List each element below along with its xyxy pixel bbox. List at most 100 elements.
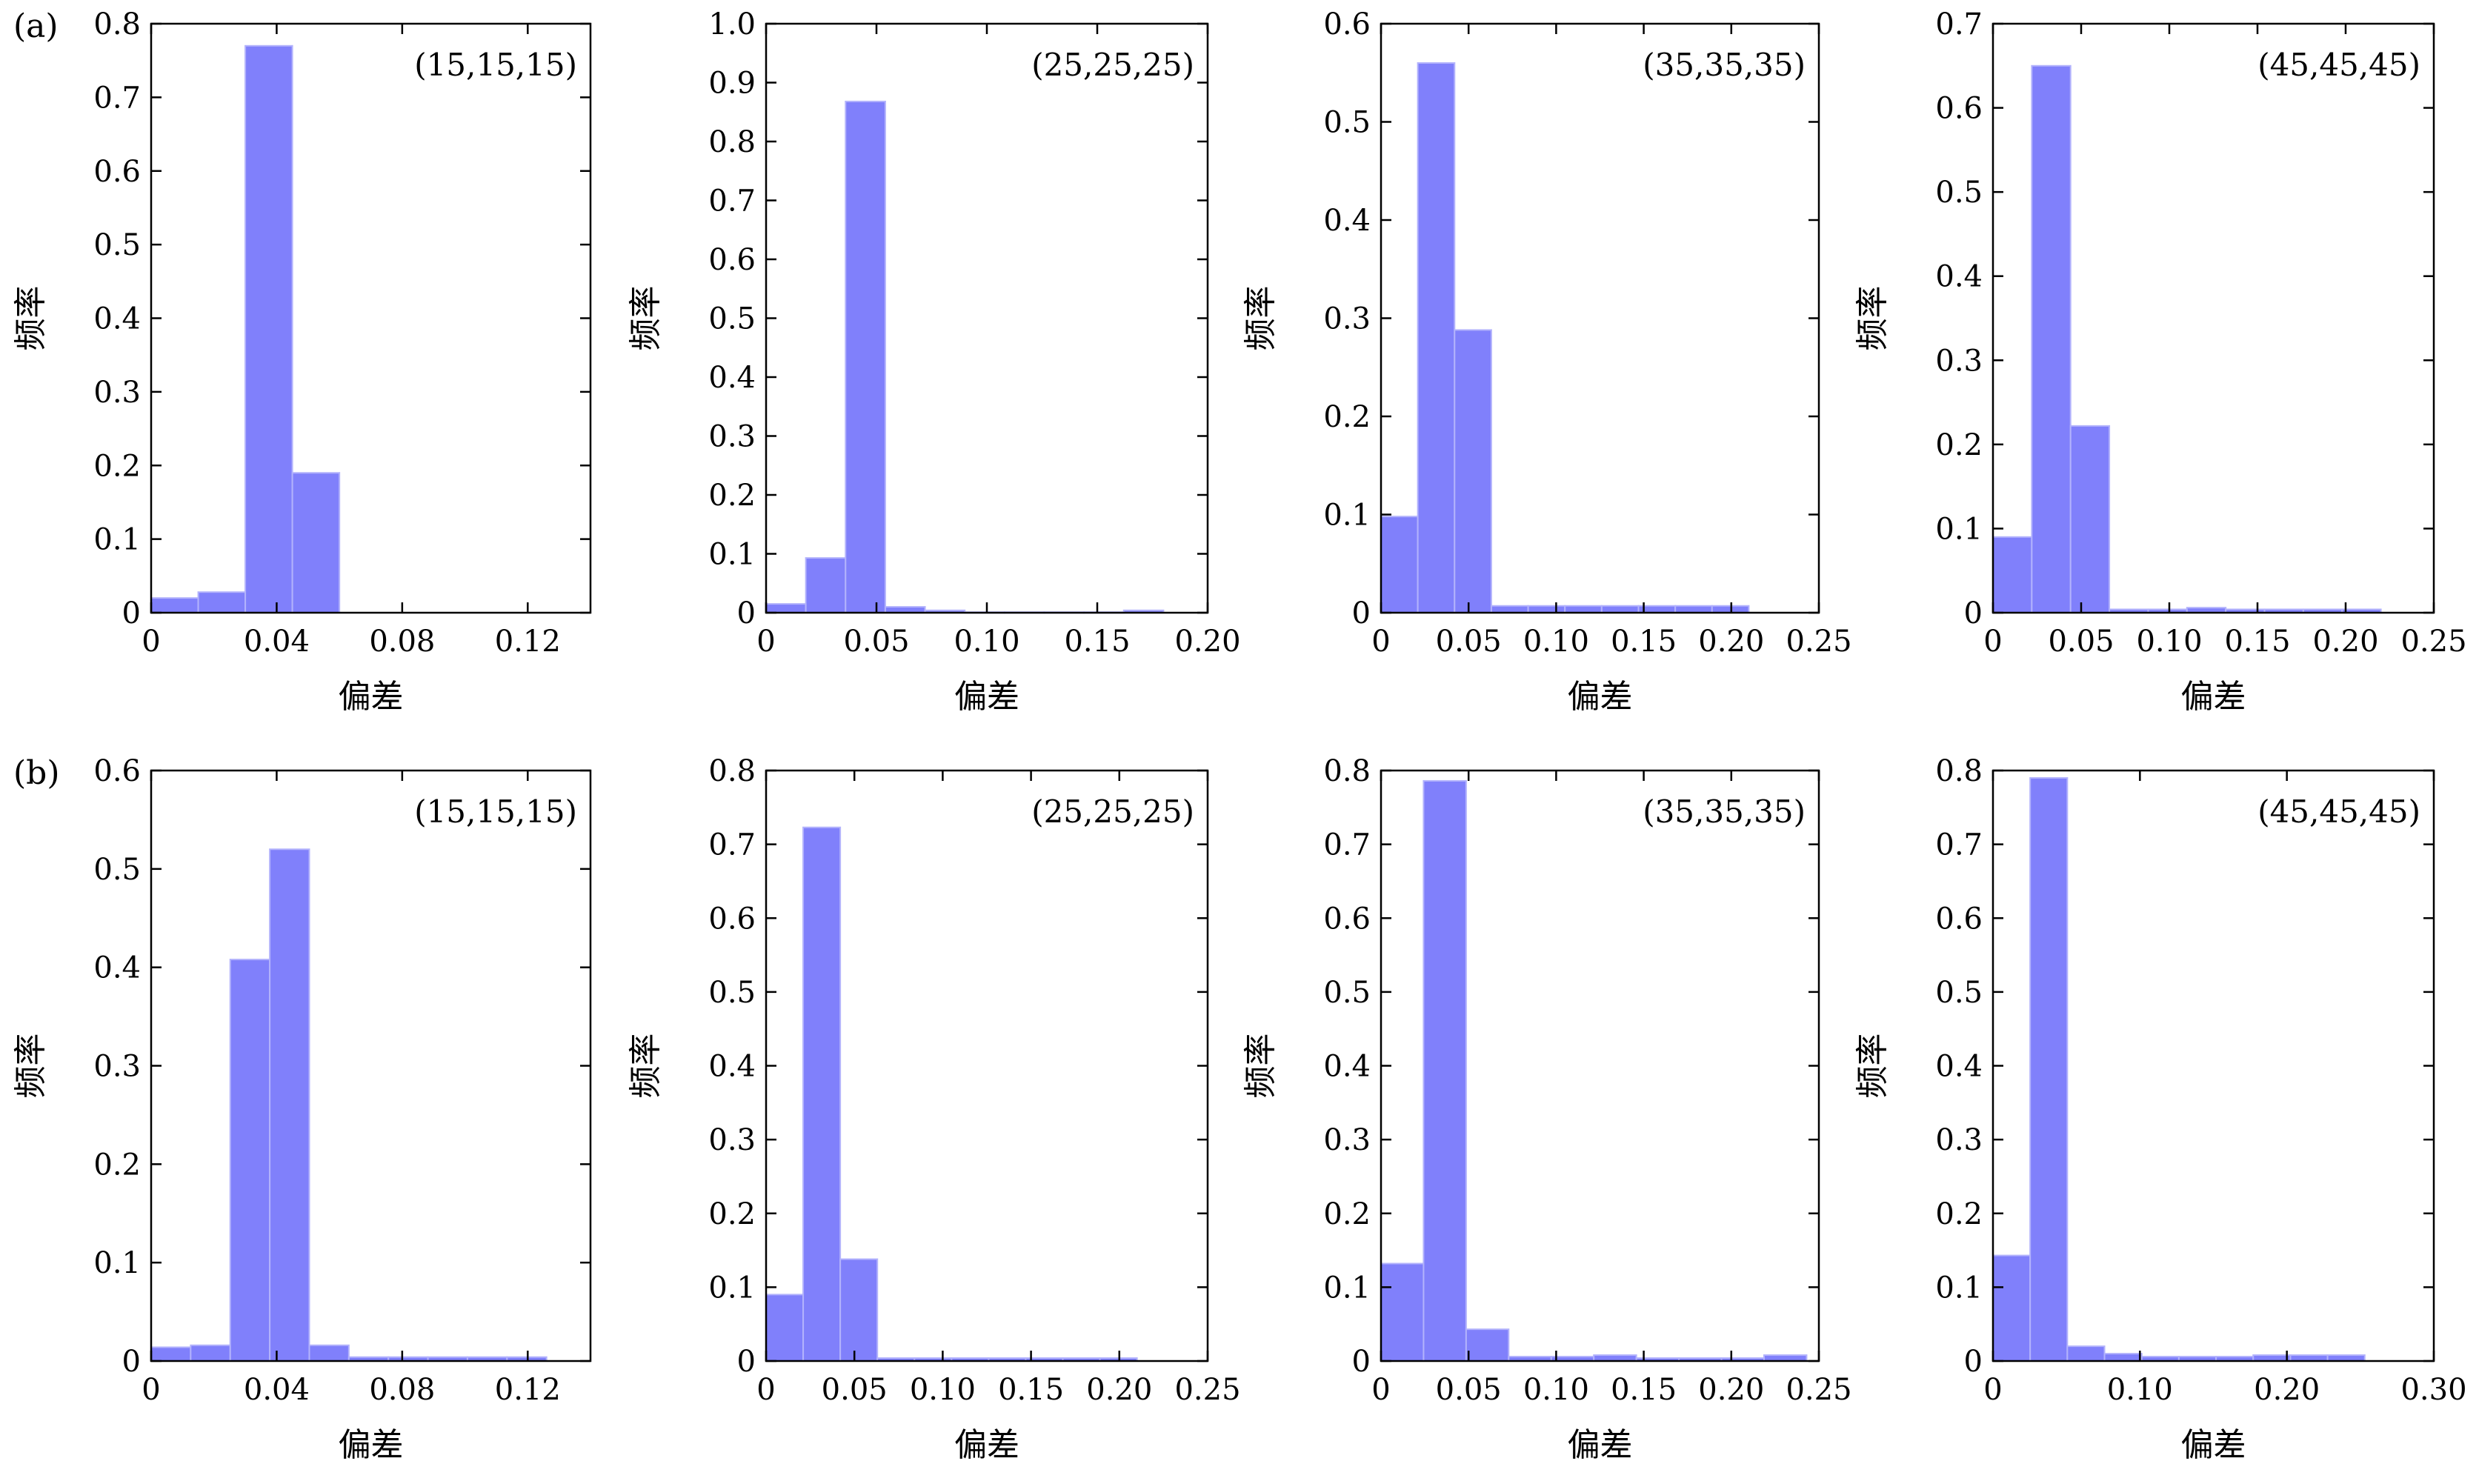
y-tick-label: 0 — [737, 596, 756, 630]
y-tick-label: 0.5 — [93, 228, 141, 262]
y-tick-label: 0.4 — [1935, 1050, 1983, 1084]
y-tick-label: 0.3 — [1935, 1123, 1983, 1157]
y-tick-label: 0.5 — [708, 302, 756, 336]
histogram-bar — [2103, 1353, 2143, 1362]
y-tick-label: 0.6 — [93, 754, 141, 788]
y-axis-label: 频率 — [627, 1034, 665, 1099]
x-tick-label: 0.25 — [1786, 1373, 1851, 1407]
y-tick-label: 0.1 — [708, 1271, 756, 1305]
y-tick-label: 0.1 — [93, 523, 141, 557]
y-tick-label: 0.7 — [1935, 7, 1983, 41]
x-tick-label: 0.05 — [822, 1373, 888, 1407]
x-axis-label: 偏差 — [954, 678, 1019, 716]
histogram-bar — [1465, 1328, 1510, 1362]
histogram-bar — [229, 959, 271, 1362]
x-tick-label: 0.12 — [495, 1373, 561, 1407]
x-tick-label: 0 — [1371, 1373, 1390, 1407]
y-tick-label: 0.4 — [93, 951, 141, 985]
x-axis-label: 偏差 — [1568, 1426, 1633, 1464]
row-label-a: (a) — [13, 7, 59, 45]
y-tick-label: 0.2 — [708, 479, 756, 513]
panel-title: (35,35,35) — [1643, 793, 1806, 830]
panel-title: (45,45,45) — [2257, 47, 2420, 83]
x-tick-label: 0.10 — [910, 1373, 976, 1407]
y-tick-label: 0 — [122, 596, 141, 630]
y-tick-label: 0.8 — [93, 7, 141, 41]
y-axis-label: 频率 — [1854, 286, 1891, 351]
panel-title: (15,15,15) — [414, 793, 577, 830]
x-axis-label: 偏差 — [339, 1426, 404, 1464]
y-axis-label: 频率 — [627, 286, 665, 351]
histogram-panel-2: 0 0.1 0.2 0.3 0.4 0.5 0.6 0 0.05 0.10 0.15 0.20 0.25… — [1242, 7, 1852, 716]
y-tick-label: 0.1 — [1935, 512, 1983, 546]
y-tick-label: 0.9 — [708, 67, 756, 101]
y-tick-label: 0.3 — [708, 420, 756, 454]
x-axis-label: 偏差 — [2181, 1426, 2246, 1464]
plot-frame — [150, 769, 592, 1362]
x-axis-label: 偏差 — [1568, 678, 1633, 716]
y-tick-label: 0.7 — [1935, 828, 1983, 862]
x-tick-label: 0.10 — [2107, 1373, 2173, 1407]
y-tick-label: 0 — [1352, 596, 1371, 630]
y-tick-label: 0.1 — [1323, 499, 1371, 533]
panel-title: (45,45,45) — [2257, 793, 2420, 830]
y-axis-label: 频率 — [1242, 286, 1280, 351]
histogram-panel-1: 0 0.1 0.2 0.3 0.4 0.5 0.6 0.7 0.8 0.9 1.0 0 0.05 0.10… — [627, 7, 1241, 716]
y-tick-label: 0.1 — [1935, 1271, 1983, 1305]
y-tick-label: 0.5 — [1323, 976, 1371, 1010]
x-tick-label: 0.05 — [843, 625, 909, 659]
histogram-bar — [2029, 776, 2069, 1362]
x-tick-label: 0.30 — [2400, 1373, 2466, 1407]
y-tick-label: 0 — [1352, 1345, 1371, 1379]
panel-title: (25,25,25) — [1031, 47, 1194, 83]
histogram-bar — [765, 603, 807, 614]
x-tick-label: 0 — [1983, 625, 2002, 659]
y-tick-label: 0.8 — [708, 125, 756, 159]
x-tick-label: 0.15 — [1064, 625, 1130, 659]
x-tick-label: 0 — [142, 1373, 160, 1407]
plot-frame — [765, 22, 1209, 614]
y-tick-label: 0.2 — [93, 1148, 141, 1182]
histogram-bar — [308, 1344, 350, 1362]
histogram-bar — [805, 557, 847, 613]
x-tick-label: 0.15 — [1611, 625, 1677, 659]
panel-title: (25,25,25) — [1031, 793, 1194, 830]
histogram-panel-0: 0 0.1 0.2 0.3 0.4 0.5 0.6 0.7 0.8 0 0.04 0.08 0.12 偏差… — [12, 7, 592, 716]
histogram-bar — [150, 597, 199, 613]
histogram-panel-5: 0 0.1 0.2 0.3 0.4 0.5 0.6 0.7 0.8 0 0.05 0.10 0.15 0.… — [627, 754, 1241, 1464]
y-tick-label: 0.3 — [708, 1123, 756, 1157]
x-tick-label: 0.10 — [2136, 625, 2202, 659]
x-tick-label: 0.25 — [1174, 1373, 1240, 1407]
plot-frame — [1991, 22, 2435, 614]
histogram-bar — [765, 1294, 805, 1362]
y-tick-label: 0.6 — [708, 243, 756, 277]
x-tick-label: 0.08 — [369, 625, 435, 659]
x-axis-label: 偏差 — [2181, 678, 2246, 716]
y-tick-label: 0.6 — [1935, 92, 1983, 126]
y-tick-label: 0.6 — [93, 155, 141, 189]
x-tick-label: 0.10 — [1523, 1373, 1589, 1407]
y-tick-label: 0.5 — [1935, 976, 1983, 1010]
y-tick-label: 0 — [1964, 596, 1983, 630]
histogram-panel-4: 0 0.1 0.2 0.3 0.4 0.5 0.6 0 0.04 0.08 0.12 偏差 频率 (15,… — [12, 754, 592, 1464]
x-tick-label: 0.15 — [2224, 625, 2290, 659]
x-tick-label: 0.15 — [998, 1373, 1064, 1407]
y-tick-label: 0.2 — [1323, 400, 1371, 434]
y-tick-label: 0.4 — [93, 302, 141, 336]
y-tick-label: 0 — [122, 1345, 141, 1379]
x-axis-label: 偏差 — [954, 1426, 1019, 1464]
y-axis-label: 频率 — [12, 286, 50, 351]
histogram-bar — [1992, 536, 2033, 613]
y-tick-label: 0.2 — [1935, 428, 1983, 462]
histogram-bar — [839, 1258, 879, 1362]
y-tick-label: 0.4 — [1935, 260, 1983, 294]
histogram-bar — [2066, 1345, 2106, 1362]
histogram-bar — [1380, 1262, 1425, 1362]
x-tick-label: 0.10 — [954, 625, 1019, 659]
y-tick-label: 0.7 — [708, 828, 756, 862]
y-axis-label: 频率 — [1242, 1034, 1280, 1099]
x-tick-label: 0.05 — [1436, 1373, 1502, 1407]
y-tick-label: 0.2 — [1935, 1197, 1983, 1231]
y-tick-label: 0.2 — [93, 449, 141, 483]
y-tick-label: 0.5 — [1935, 176, 1983, 210]
